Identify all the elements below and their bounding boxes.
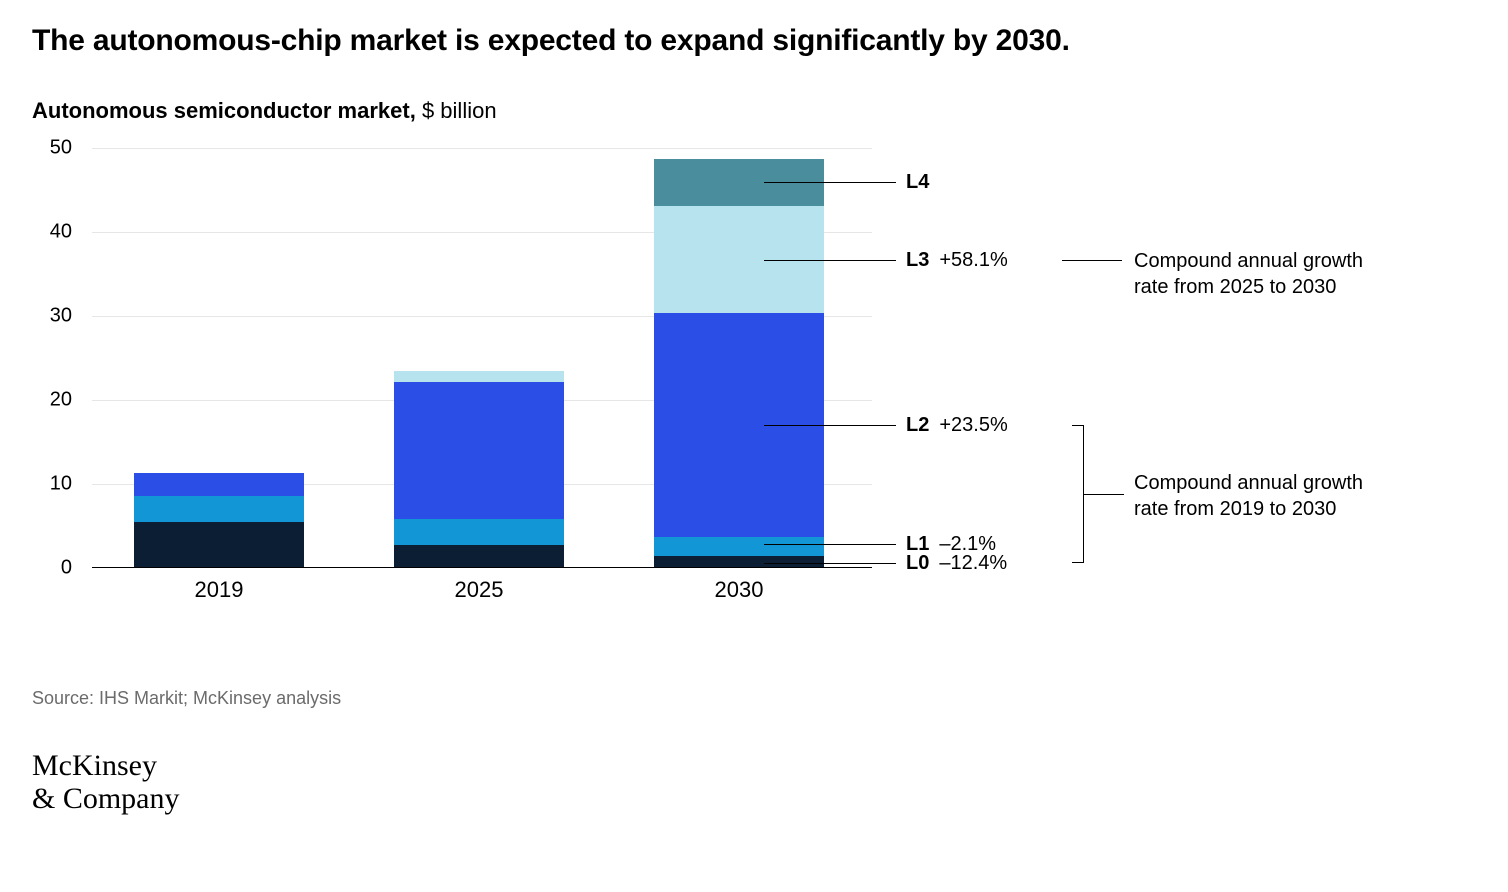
segment-L0 (134, 522, 304, 567)
segment-L0 (654, 556, 824, 567)
bar-2025: 2025 (394, 371, 564, 567)
segment-L2 (394, 382, 564, 519)
leader-line (764, 425, 896, 426)
chart-area: 01020304050 201920252030 L4L3+58.1%L2+23… (32, 148, 1452, 628)
leader-line (764, 260, 896, 261)
segment-L1 (654, 537, 824, 556)
source-line: Source: IHS Markit; McKinsey analysis (32, 688, 1476, 709)
cagr-bracket-dash (1084, 494, 1124, 495)
plot-area: 2019 2025 2030 (92, 148, 872, 568)
logo-line-2: & Company (32, 782, 1476, 815)
cagr-connector (1062, 260, 1122, 261)
bar-2019: 2019 (134, 473, 304, 567)
segment-L1 (394, 519, 564, 545)
x-label: 2019 (134, 577, 304, 603)
y-tick-label: 30 (50, 305, 72, 328)
segment-L2 (134, 473, 304, 497)
cagr-pct: +23.5% (939, 414, 1007, 436)
leader-line (764, 563, 896, 564)
chart-title: The autonomous-chip market is expected t… (32, 24, 1476, 58)
y-tick-label: 0 (61, 557, 72, 580)
subtitle-bold: Autonomous semiconductor market, (32, 98, 416, 123)
y-tick-label: 50 (50, 137, 72, 160)
chart-subtitle: Autonomous semiconductor market, $ billi… (32, 98, 1476, 124)
y-axis: 01020304050 (32, 148, 80, 628)
level-name: L2 (906, 414, 929, 436)
cagr-note-bottom: Compound annual growth rate from 2019 to… (1134, 470, 1394, 522)
cagr-pct: –12.4% (939, 552, 1007, 574)
segment-L1 (134, 496, 304, 521)
y-tick-label: 10 (50, 473, 72, 496)
bar-2030: 2030 (654, 159, 824, 567)
segment-L0 (394, 545, 564, 567)
mckinsey-logo: McKinsey & Company (32, 749, 1476, 815)
annotation-layer: L4L3+58.1%L2+23.5%L1–2.1%L0–12.4%Compoun… (872, 148, 1452, 568)
logo-line-1: McKinsey (32, 749, 1476, 782)
cagr-pct: +58.1% (939, 249, 1007, 271)
segment-L3 (394, 371, 564, 382)
y-tick-label: 40 (50, 221, 72, 244)
subtitle-unit: $ billion (416, 98, 497, 123)
leader-line (764, 182, 896, 183)
level-name: L0 (906, 552, 929, 574)
level-name: L4 (906, 171, 929, 193)
cagr-bracket (1072, 425, 1084, 563)
level-name: L3 (906, 249, 929, 271)
series-label-L4: L4 (906, 170, 929, 194)
series-label-L2: L2 +23.5% (906, 413, 1008, 437)
x-label: 2025 (394, 577, 564, 603)
series-label-L0: L0 –12.4% (906, 551, 1007, 575)
leader-line (764, 544, 896, 545)
y-tick-label: 20 (50, 389, 72, 412)
x-label: 2030 (654, 577, 824, 603)
cagr-note-top: Compound annual growth rate from 2025 to… (1134, 248, 1394, 300)
gridline (92, 148, 872, 149)
series-label-L3: L3 +58.1% (906, 248, 1008, 272)
